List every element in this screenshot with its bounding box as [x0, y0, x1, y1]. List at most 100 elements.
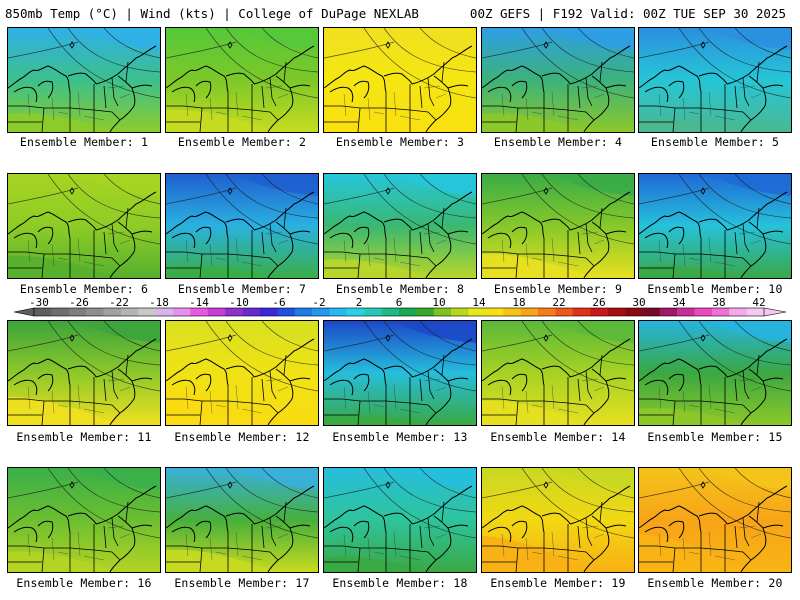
colorbar-swatch — [155, 308, 174, 316]
warm-air-region — [482, 400, 592, 425]
state-lines — [658, 525, 762, 561]
diamond-marker-icon — [69, 481, 75, 489]
colorbar-swatch — [399, 308, 417, 316]
cold-air-region — [236, 321, 318, 343]
colorbar-swatch — [68, 308, 87, 316]
colorbar-tick-label: -22 — [109, 296, 129, 309]
warm-air-region — [166, 549, 276, 572]
cold-air-region — [552, 321, 634, 343]
colorbar-swatch — [624, 308, 643, 316]
state-lines — [501, 378, 605, 414]
ensemble-member-caption: Ensemble Member: 9 — [493, 282, 623, 296]
political-borders — [482, 501, 603, 572]
ensemble-member-map — [165, 27, 319, 133]
cold-air-region — [78, 321, 160, 343]
ensemble-member-caption: Ensemble Member: 8 — [335, 282, 465, 296]
ensemble-member-caption: Ensemble Member: 1 — [19, 135, 149, 149]
ensemble-member-map — [323, 27, 477, 133]
cold-air-region — [394, 28, 476, 50]
ensemble-member-map — [7, 173, 161, 279]
warm-air-region — [639, 407, 749, 425]
political-borders — [166, 501, 287, 572]
warm-air-region — [324, 556, 434, 572]
ensemble-member-map — [638, 27, 792, 133]
coastline — [639, 338, 788, 425]
colorbar-swatch — [329, 308, 348, 316]
colorbar-swatch — [51, 308, 70, 316]
colorbar-tick-label: -14 — [189, 296, 209, 309]
ensemble-member-caption: Ensemble Member: 17 — [174, 576, 310, 590]
warm-air-region — [639, 265, 749, 278]
warm-air-region — [324, 414, 434, 425]
coastline — [324, 45, 473, 132]
cold-air-region — [394, 468, 476, 490]
colorbar-swatch — [86, 308, 104, 316]
colorbar-tick-label: 34 — [672, 296, 686, 309]
political-borders — [639, 501, 760, 572]
ensemble-member-caption: Ensemble Member: 7 — [177, 282, 307, 296]
ensemble-member-caption: Ensemble Member: 16 — [16, 576, 152, 590]
colorbar-swatch — [207, 308, 226, 316]
coastline — [166, 45, 315, 132]
colorbar-swatch — [225, 308, 243, 316]
political-borders — [8, 501, 129, 572]
ensemble-member-caption: Ensemble Member: 14 — [490, 430, 626, 444]
ensemble-member-map — [165, 173, 319, 279]
ensemble-member-caption: Ensemble Member: 2 — [177, 135, 307, 149]
warm-air-region — [8, 396, 118, 425]
colorbar-tick-label: -6 — [272, 296, 285, 309]
temperature-colorbar: -30 -26 -22 -18 -14 -10 -6 -2 2 6 10 14 18 22 26 30 34 38… — [0, 296, 800, 320]
colorbar-swatch — [138, 308, 156, 316]
warm-air-region — [166, 109, 276, 132]
diamond-marker-icon — [385, 481, 391, 489]
colorbar-swatch — [590, 308, 608, 316]
cold-air-region — [552, 468, 634, 490]
colorbar-outline — [33, 307, 765, 317]
political-borders — [166, 354, 287, 425]
diamond-marker-icon — [227, 334, 233, 342]
height-contours — [8, 174, 160, 245]
colorbar-swatch — [190, 308, 209, 316]
ensemble-member-map — [323, 173, 477, 279]
colorbar-swatch — [607, 308, 626, 316]
ensemble-member-map — [481, 173, 635, 279]
header-left-title: 850mb Temp (°C) | Wind (kts) | College o… — [5, 6, 419, 21]
coastline — [324, 485, 473, 572]
coastline — [8, 338, 157, 425]
coastline — [8, 191, 157, 278]
ensemble-member-map — [323, 467, 477, 573]
political-borders — [324, 501, 445, 572]
diamond-marker-icon — [543, 187, 549, 195]
height-contours — [324, 468, 476, 539]
height-contours — [166, 174, 318, 245]
colorbar-swatch — [364, 308, 382, 316]
coastline — [324, 191, 473, 278]
state-lines — [185, 525, 289, 561]
state-lines — [27, 231, 131, 267]
warm-air-region — [324, 98, 434, 132]
ensemble-member-caption: Ensemble Member: 15 — [647, 430, 783, 444]
cold-air-region — [552, 174, 634, 196]
colorbar-swatch — [120, 308, 139, 316]
colorbar-swatch — [520, 308, 539, 316]
cold-air-region — [709, 28, 791, 50]
colorbar-swatch — [659, 308, 678, 316]
ensemble-member-caption: Ensemble Member: 6 — [19, 282, 149, 296]
ensemble-member-caption: Ensemble Member: 5 — [650, 135, 780, 149]
political-borders — [482, 354, 603, 425]
state-lines — [343, 378, 447, 414]
colorbar-tick-label: 18 — [512, 296, 525, 309]
coastline — [639, 191, 788, 278]
warm-air-region — [8, 113, 118, 132]
colorbar-swatch — [538, 308, 556, 316]
diamond-marker-icon — [227, 187, 233, 195]
cold-air-region — [394, 321, 476, 343]
ensemble-member-caption: Ensemble Member: 3 — [335, 135, 465, 149]
diamond-marker-icon — [543, 334, 549, 342]
political-borders — [166, 207, 287, 278]
ensemble-member-caption: Ensemble Member: 18 — [332, 576, 468, 590]
ensemble-member-map — [638, 467, 792, 573]
diamond-marker-icon — [700, 41, 706, 49]
ensemble-member-map — [638, 173, 792, 279]
state-lines — [501, 85, 605, 121]
